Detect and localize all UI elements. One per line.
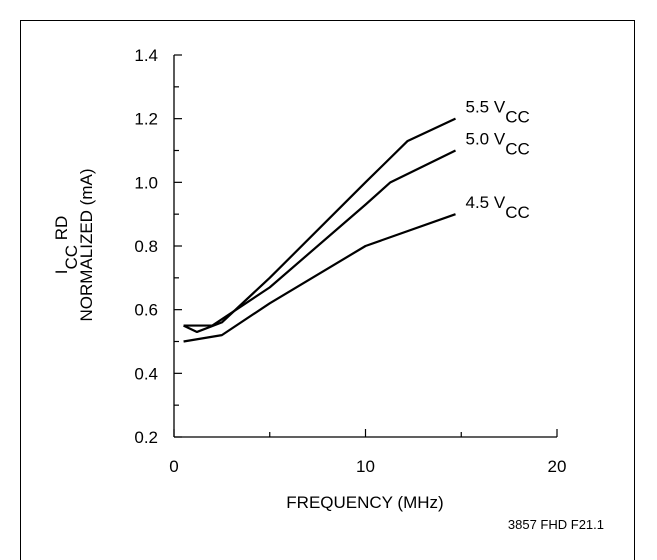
y-tick-label: 0.4	[134, 364, 158, 383]
series-label-sub: CC	[505, 139, 530, 158]
series-label-1: 5.5 VCC	[466, 98, 530, 127]
figure-code: 3857 FHD F21.1	[508, 517, 604, 532]
x-axis-title: FREQUENCY (MHz)	[286, 493, 443, 512]
figure-frame	[20, 20, 635, 560]
y-tick-label: 1.4	[134, 46, 158, 65]
y-axis-title-sub: CC	[62, 245, 81, 270]
y-axis-title-line2: NORMALIZED (mA)	[77, 169, 96, 322]
series-label-2: 5.0 VCC	[466, 130, 530, 159]
y-tick-label: 0.6	[134, 301, 158, 320]
series-label-main: 4.5 V	[466, 193, 506, 212]
svg-text:ICC RD: ICC RD	[52, 216, 81, 275]
y-axis-title-main: I	[52, 270, 71, 275]
series-label-3: 4.5 VCC	[466, 193, 530, 222]
series-line-1	[183, 117, 456, 334]
axes: 0.2 0.4 0.6 0.8 1.0 1.2 1.4 0 10 20	[134, 46, 566, 476]
series-label-main: 5.5 V	[466, 98, 506, 117]
series-line-2	[183, 149, 456, 327]
series-label-sub: CC	[505, 203, 530, 222]
y-tick-label: 1.2	[134, 110, 158, 129]
y-tick-label: 0.8	[134, 237, 158, 256]
series-label-main: 5.0 V	[466, 130, 506, 149]
y-axis-title-suffix: RD	[52, 216, 71, 245]
y-tick-label: 0.2	[134, 428, 158, 447]
series-label-sub: CC	[505, 107, 530, 126]
series-line-3	[183, 213, 456, 343]
x-tick-label: 0	[169, 457, 178, 476]
x-tick-label: 20	[548, 457, 567, 476]
y-tick-label: 1.0	[134, 173, 158, 192]
x-tick-label: 10	[356, 457, 375, 476]
y-axis-title: ICC RD NORMALIZED (mA)	[52, 169, 96, 322]
